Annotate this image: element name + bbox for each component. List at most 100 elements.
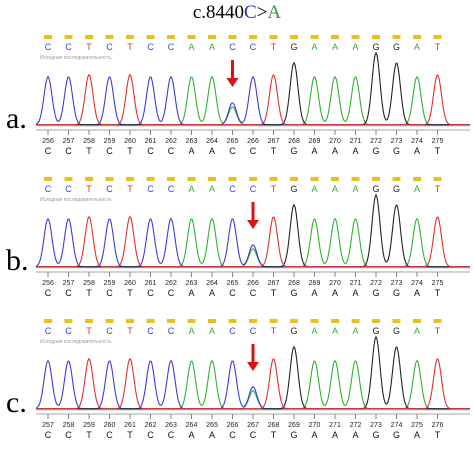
top-base-call: C <box>45 184 52 194</box>
position-label: 272 <box>370 280 382 287</box>
top-base-call: A <box>414 184 420 194</box>
top-base-call: C <box>106 326 113 336</box>
sequence-caption: Исходная последовательность <box>40 339 112 345</box>
position-label: 259 <box>83 422 95 429</box>
top-base-call: T <box>271 42 277 52</box>
top-base-call: C <box>65 184 72 194</box>
top-base-call: T <box>86 326 92 336</box>
quality-bar <box>331 319 339 323</box>
quality-bar <box>290 319 298 323</box>
position-label: 264 <box>206 138 218 145</box>
bottom-base-call: G <box>393 288 400 298</box>
top-base-call: T <box>435 184 441 194</box>
top-base-call: T <box>271 184 277 194</box>
position-label: 272 <box>370 138 382 145</box>
bottom-base-call: T <box>271 146 277 156</box>
bottom-base-call: T <box>435 430 441 440</box>
quality-bar <box>167 319 175 323</box>
position-label: 261 <box>124 422 136 429</box>
top-base-call: A <box>332 42 338 52</box>
position-label: 262 <box>165 138 177 145</box>
bottom-base-call: A <box>414 288 420 298</box>
position-label: 256 <box>42 280 54 287</box>
top-base-call: C <box>147 184 154 194</box>
position-label: 256 <box>42 138 54 145</box>
bottom-base-call: C <box>250 288 257 298</box>
position-label: 266 <box>247 280 259 287</box>
quality-bar <box>392 319 401 323</box>
bottom-base-call: G <box>393 430 400 440</box>
title-prefix: c.8440 <box>192 2 245 23</box>
top-base-call: G <box>393 184 400 194</box>
top-base-call: A <box>414 326 420 336</box>
bottom-base-call: G <box>372 430 379 440</box>
position-label: 266 <box>247 138 259 145</box>
top-base-call: C <box>168 42 175 52</box>
quality-bar <box>249 35 257 39</box>
quality-bar <box>105 319 114 323</box>
position-label: 273 <box>391 138 403 145</box>
chromatogram-panel-a: a. C C T C T C C A A C C T G A A A G G A T Исходная последов… <box>0 30 474 170</box>
position-label: 262 <box>145 422 157 429</box>
top-base-call: C <box>168 326 175 336</box>
quality-bar <box>167 177 175 181</box>
top-base-call: A <box>311 42 317 52</box>
bottom-base-call: A <box>209 146 215 156</box>
panel-label: b. <box>6 244 29 277</box>
quality-bar <box>433 177 442 181</box>
position-label: 274 <box>411 280 423 287</box>
position-label: 269 <box>309 280 321 287</box>
position-label: 265 <box>206 422 218 429</box>
quality-bar <box>331 35 339 39</box>
bottom-base-call: A <box>352 288 358 298</box>
position-label: 259 <box>104 280 116 287</box>
position-label: 268 <box>288 280 300 287</box>
top-base-call: G <box>372 326 379 336</box>
position-label: 268 <box>268 422 280 429</box>
position-label: 272 <box>350 422 362 429</box>
bottom-base-call: C <box>65 288 72 298</box>
bottom-base-call: T <box>86 288 92 298</box>
chromatogram-panel-b: b. C C T C T C C A A C C T G A A A G G A T Исходная последов… <box>0 172 474 312</box>
top-base-call: T <box>435 42 441 52</box>
top-base-call: A <box>352 326 358 336</box>
top-base-call: C <box>229 326 236 336</box>
position-label: 270 <box>329 280 341 287</box>
sequence-caption: Исходная последовательность <box>40 55 112 61</box>
bottom-base-call: A <box>352 430 358 440</box>
bottom-base-call: A <box>209 288 215 298</box>
bottom-base-call: A <box>332 430 338 440</box>
top-base-call: C <box>106 184 113 194</box>
top-base-call: G <box>393 42 400 52</box>
bottom-base-call: C <box>106 288 113 298</box>
top-base-call: C <box>65 326 72 336</box>
position-label: 271 <box>350 280 362 287</box>
top-base-call: A <box>352 42 358 52</box>
bottom-base-call: C <box>229 430 236 440</box>
bottom-base-call: C <box>147 146 154 156</box>
top-base-call: A <box>311 184 317 194</box>
top-base-call: A <box>414 42 420 52</box>
bottom-base-call: C <box>168 288 175 298</box>
position-label: 260 <box>124 280 136 287</box>
quality-bar <box>433 319 442 323</box>
mutation-arrow-head <box>247 220 259 229</box>
quality-bar <box>310 319 319 323</box>
chromatogram-trace: C C T C T C C A A C C T G A A A G G A T Исходная последовате… <box>35 35 470 156</box>
title-alt-base: A <box>267 2 282 23</box>
quality-bar <box>187 177 196 181</box>
top-base-call: A <box>352 184 358 194</box>
bottom-base-call: A <box>414 430 420 440</box>
bottom-base-call: T <box>127 288 133 298</box>
quality-bar <box>392 177 401 181</box>
quality-bar <box>126 319 134 323</box>
bottom-base-call: T <box>435 288 441 298</box>
position-label: 269 <box>288 422 300 429</box>
bottom-base-call: A <box>414 146 420 156</box>
quality-bar <box>269 319 278 323</box>
quality-bar <box>126 177 134 181</box>
quality-bar <box>310 35 319 39</box>
quality-bar <box>85 35 93 39</box>
position-label: 257 <box>42 422 54 429</box>
top-base-call: C <box>147 42 154 52</box>
